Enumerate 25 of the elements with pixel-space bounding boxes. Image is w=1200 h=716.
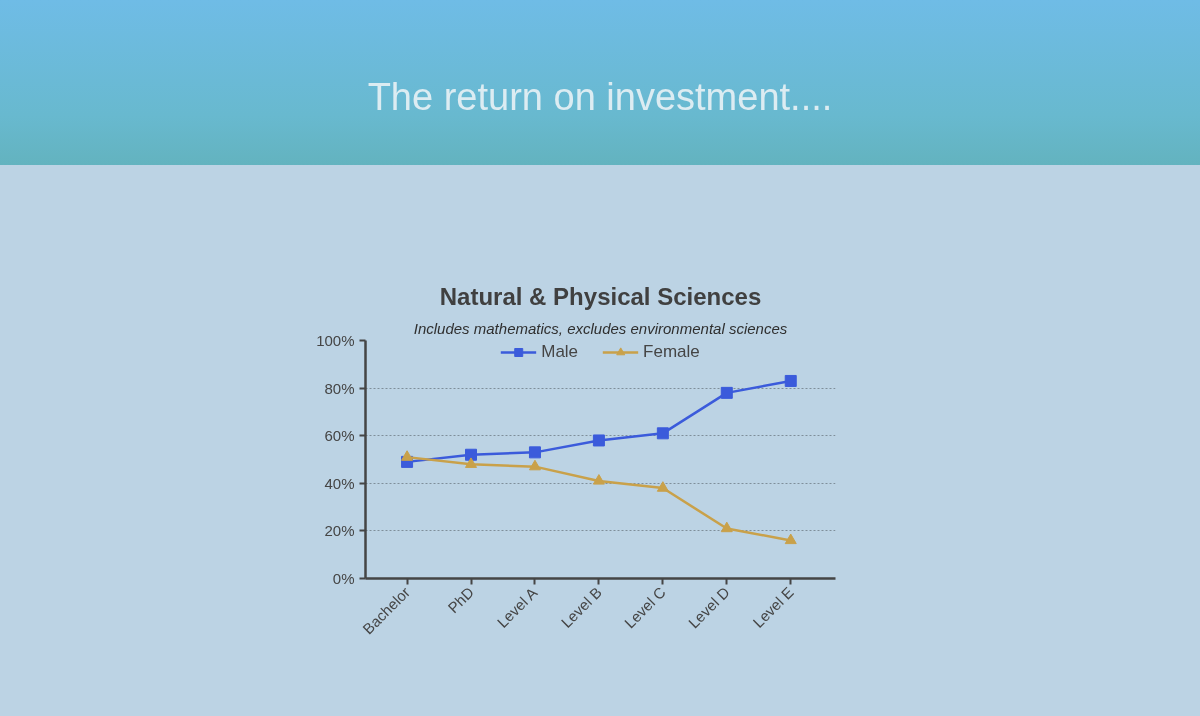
legend-label: Male [541, 342, 579, 362]
point [465, 448, 478, 461]
y-tick-label: 0% [332, 570, 355, 587]
point [592, 474, 605, 485]
legend-label: Female [643, 342, 700, 362]
point [528, 459, 541, 471]
point [656, 427, 669, 440]
point [656, 481, 669, 492]
x-tick-label: PhD [444, 583, 478, 617]
y-tick-label: 40% [324, 474, 355, 492]
point [720, 386, 733, 399]
point [720, 521, 733, 533]
point [528, 446, 541, 459]
y-tick-label: 80% [324, 379, 355, 397]
y-tick-label: 60% [324, 427, 355, 445]
point [784, 374, 797, 387]
point [592, 434, 605, 447]
point [401, 450, 414, 461]
point [784, 533, 797, 545]
text: The return on investment.... [367, 76, 833, 120]
y-tick-label: 100% [316, 332, 355, 349]
point [465, 457, 478, 468]
chart-title: Natural & Physical Sciences [439, 282, 762, 310]
y-tick-label: 20% [324, 522, 355, 540]
chart-subtitle: Includes mathematics, excludes environmental sciences [413, 319, 788, 337]
